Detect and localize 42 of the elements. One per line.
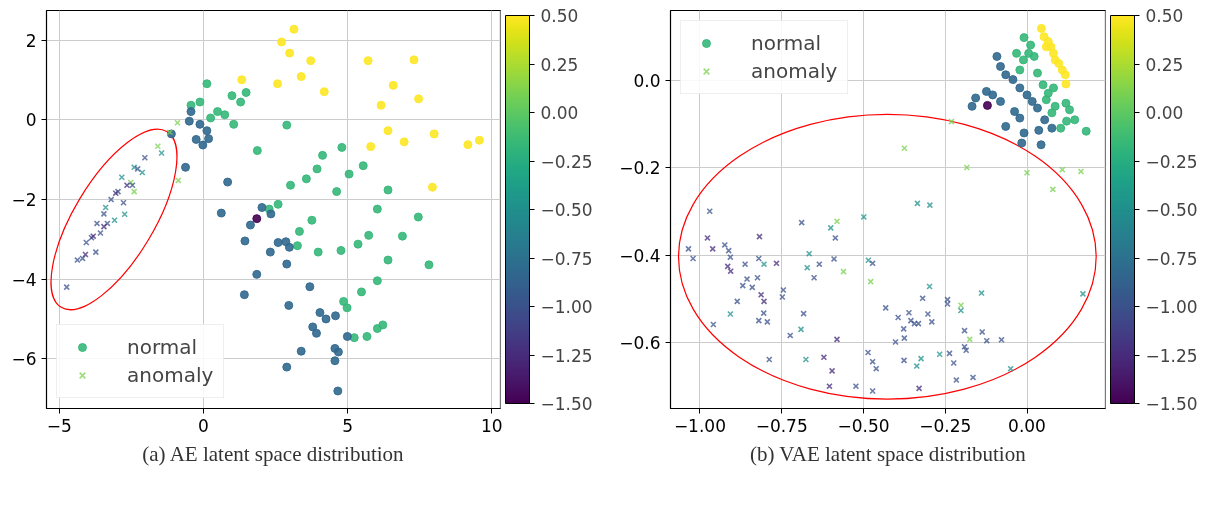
x-tick-label: −0.50 xyxy=(837,415,890,436)
legend-label: anomaly xyxy=(751,59,838,83)
color-bar-label: 0.50 xyxy=(1145,6,1184,26)
color-bar-label: −1.00 xyxy=(540,297,593,317)
color-bar-label: −0.25 xyxy=(1145,151,1198,172)
x-tick-label: 0.00 xyxy=(1008,415,1046,436)
x-tick-label: 0 xyxy=(198,415,209,436)
color-bar-label: −0.75 xyxy=(540,248,593,269)
legend-label: normal xyxy=(127,335,198,359)
color-bar-label: −0.50 xyxy=(540,200,593,220)
color-bar-label: −0.50 xyxy=(1145,200,1198,220)
legend-label: normal xyxy=(751,31,822,55)
text: (a) AE latent space distribution xyxy=(142,441,405,466)
y-tick-label: 0 xyxy=(25,110,37,131)
legend-label: anomaly xyxy=(127,363,214,387)
y-tick-label: −6 xyxy=(11,349,37,370)
color-bar-label: 0.50 xyxy=(540,6,579,26)
x-tick-label: 10 xyxy=(481,415,503,436)
color-bar-label: −1.25 xyxy=(540,345,593,366)
color-bar-label: −1.50 xyxy=(540,394,593,414)
x-tick-label: −5 xyxy=(46,415,72,436)
color-bar-label: 0.00 xyxy=(540,103,579,123)
color-bar-label: −1.50 xyxy=(1145,394,1198,414)
color-bar-label: 0.00 xyxy=(1145,103,1184,123)
y-tick-label: −0.4 xyxy=(619,245,661,266)
y-tick-label: −0.6 xyxy=(619,333,661,354)
color-bar-label: 0.25 xyxy=(1145,54,1184,75)
y-tick-label: −0.2 xyxy=(619,158,661,179)
y-tick-label: 0.0 xyxy=(633,70,661,91)
color-bar-label: 0.25 xyxy=(540,54,579,75)
x-tick-label: −0.75 xyxy=(755,415,808,436)
y-tick-label: −2 xyxy=(11,190,37,211)
text: (b) VAE latent space distribution xyxy=(749,441,1027,466)
x-tick-label: −1.00 xyxy=(673,415,726,436)
y-tick-label: −4 xyxy=(11,269,37,290)
x-tick-label: −0.25 xyxy=(919,415,972,436)
color-bar-label: −1.25 xyxy=(1145,345,1198,366)
color-bar-label: −0.75 xyxy=(1145,248,1198,269)
x-tick-label: 5 xyxy=(342,415,354,436)
y-tick-label: 2 xyxy=(25,30,37,51)
color-bar-label: −1.00 xyxy=(1145,297,1198,317)
color-bar-label: −0.25 xyxy=(540,151,593,172)
